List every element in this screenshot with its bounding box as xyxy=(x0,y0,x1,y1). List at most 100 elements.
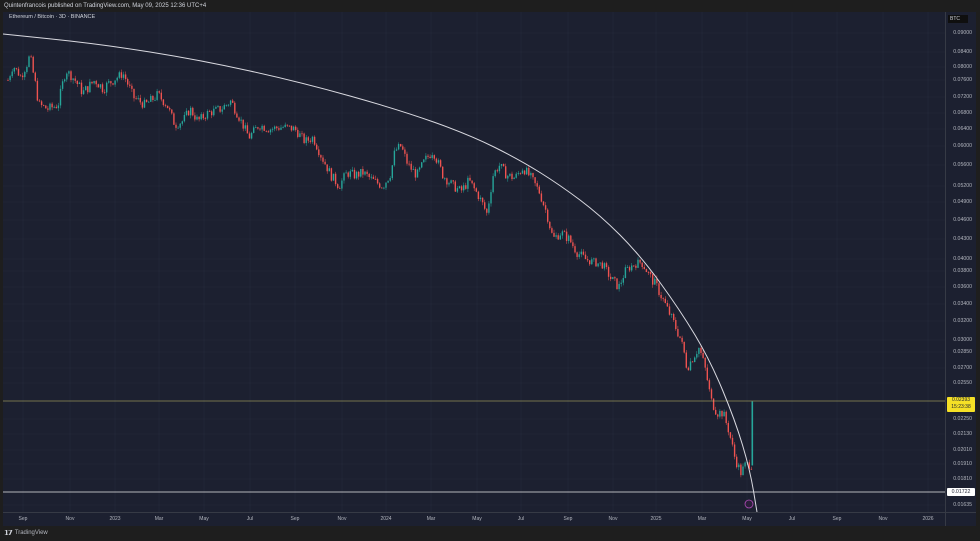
candle-up xyxy=(305,137,307,144)
candle-down xyxy=(679,336,681,338)
candle-up xyxy=(24,72,26,78)
candle-up xyxy=(114,80,116,85)
price-tick-label: 0.07600 xyxy=(953,77,972,83)
candle-up xyxy=(421,162,423,168)
candle-down xyxy=(616,278,618,290)
price-tick-label: 0.01910 xyxy=(953,461,972,467)
candle-up xyxy=(507,175,509,179)
candle-down xyxy=(158,91,160,93)
candle-down xyxy=(139,97,141,103)
candle-down xyxy=(605,263,608,267)
candle-up xyxy=(311,136,314,142)
time-tick-label: Jul xyxy=(788,516,796,522)
time-tick-label: Sep xyxy=(18,516,28,522)
candle-down xyxy=(7,80,9,81)
candle-down xyxy=(536,183,538,187)
candle-down xyxy=(704,357,706,368)
candle-up xyxy=(85,86,87,91)
candle-down xyxy=(219,106,221,112)
candle-down xyxy=(635,265,637,268)
candle-up xyxy=(654,278,656,285)
candle-down xyxy=(313,136,316,145)
candle-up xyxy=(225,104,228,106)
candle-up xyxy=(343,173,345,181)
candle-up xyxy=(221,109,223,112)
time-tick-label: Nov xyxy=(878,516,888,522)
candle-up xyxy=(183,114,186,122)
candle-up xyxy=(61,81,64,89)
candle-up xyxy=(416,169,419,178)
candle-up xyxy=(227,104,230,106)
candle-down xyxy=(267,131,270,133)
candlestick-chart[interactable] xyxy=(3,12,945,512)
candle-down xyxy=(91,81,93,84)
candle-down xyxy=(303,133,305,144)
event-marker-icon xyxy=(744,499,754,509)
candle-down xyxy=(610,276,612,280)
time-tick-label: Mar xyxy=(697,516,707,522)
parabolic-arc-trendline xyxy=(3,33,758,512)
candle-up xyxy=(93,81,95,84)
candle-up xyxy=(425,155,427,160)
currency-badge[interactable]: BTC xyxy=(948,15,968,23)
candle-down xyxy=(234,102,236,114)
chart-plot-area[interactable]: Ethereum / Bitcoin · 3D · BINANCE xyxy=(3,12,945,512)
candle-down xyxy=(477,191,480,200)
candle-up xyxy=(59,88,62,106)
candle-up xyxy=(412,169,414,170)
candle-down xyxy=(97,84,99,88)
candle-down xyxy=(614,277,616,279)
candle-up xyxy=(437,160,440,163)
candle-up xyxy=(500,163,503,166)
candle-down xyxy=(731,437,734,445)
candle-up xyxy=(618,283,620,290)
candle-up xyxy=(397,144,400,150)
candle-up xyxy=(345,172,347,174)
candle-down xyxy=(586,259,589,261)
candle-down xyxy=(673,314,675,321)
candle-down xyxy=(475,188,477,192)
candle-down xyxy=(551,228,553,233)
candle-up xyxy=(530,173,532,176)
candle-down xyxy=(645,269,648,273)
price-tick-label: 0.02850 xyxy=(953,349,972,355)
candle-up xyxy=(179,123,181,128)
candle-up xyxy=(593,258,595,260)
candle-up xyxy=(190,107,192,116)
candle-up xyxy=(360,168,362,177)
candle-up xyxy=(603,263,606,269)
candle-down xyxy=(55,106,57,109)
candle-up xyxy=(68,71,70,74)
price-tick-label: 0.06000 xyxy=(953,143,972,149)
candle-up xyxy=(626,267,629,268)
candle-down xyxy=(374,178,377,180)
candle-down xyxy=(750,468,753,470)
time-tick-label: Mar xyxy=(154,516,164,522)
candle-up xyxy=(490,192,492,204)
candle-down xyxy=(362,168,364,175)
candle-up xyxy=(418,167,421,170)
candle-down xyxy=(496,170,498,172)
candle-up xyxy=(689,361,692,371)
candle-down xyxy=(162,99,165,106)
candle-down xyxy=(76,80,78,84)
price-tick-label: 0.03400 xyxy=(953,301,972,307)
candle-down xyxy=(502,163,505,167)
candle-down xyxy=(547,209,549,222)
candle-down xyxy=(439,160,442,167)
candle-down xyxy=(45,105,47,109)
candle-down xyxy=(80,82,83,95)
price-tick-label: 0.05600 xyxy=(953,162,972,168)
price-axis[interactable]: BTC 0.09000 0.08400 0.08000 0.07600 0.07200 0… xyxy=(945,12,976,512)
time-axis[interactable]: Sep Nov 2023 Mar May Jul Sep Nov 2024 Mar May Jul Se… xyxy=(3,512,945,526)
candle-up xyxy=(561,231,564,236)
candle-down xyxy=(519,173,522,175)
candle-down xyxy=(47,108,49,110)
price-tick-label: 0.05200 xyxy=(953,183,972,189)
candle-down xyxy=(465,185,467,189)
candle-up xyxy=(458,186,461,189)
candle-up xyxy=(370,176,372,178)
candle-up xyxy=(253,127,255,133)
time-tick-label: Mar xyxy=(426,516,436,522)
time-tick-label: Nov xyxy=(608,516,618,522)
